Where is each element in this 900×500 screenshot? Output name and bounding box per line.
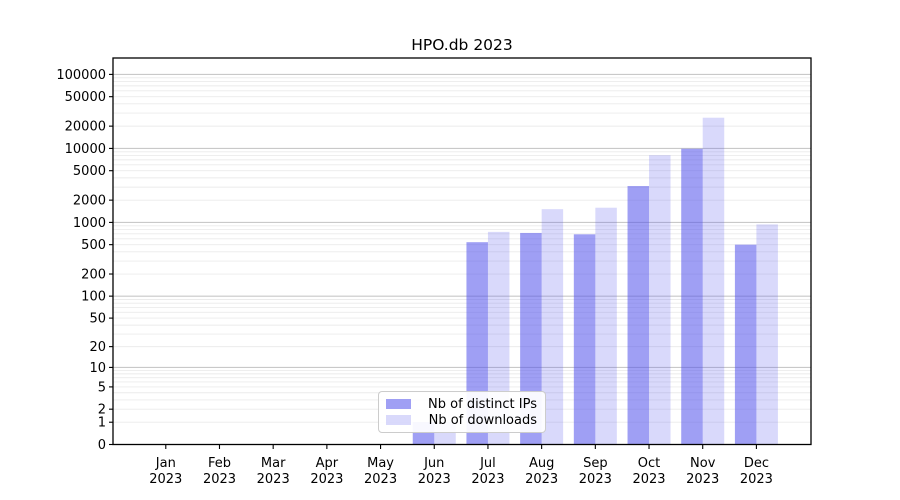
y-tick-label: 5000 [73,164,106,179]
bar-distinct-ips-Dec-2023 [734,244,757,445]
x-tick-label-year: 2023 [525,472,558,487]
x-tick-label-year: 2023 [686,472,719,487]
y-tick-label: 2000 [73,194,106,209]
bar-downloads-Oct-2023 [649,155,671,445]
legend-item-downloads: Nb of downloads [386,412,537,428]
x-tick-label-year: 2023 [418,472,451,487]
x-tick-label-year: 2023 [149,472,182,487]
y-tick-label: 500 [81,238,106,253]
x-tick-label-year: 2023 [579,472,612,487]
chart-title: HPO.db 2023 [411,36,513,54]
x-tick-label-year: 2023 [310,472,343,487]
bar-distinct-ips-Sep-2023 [573,234,596,445]
x-tick-label-year: 2023 [471,472,504,487]
y-tick-label: 2 [98,403,106,418]
x-tick-label-year: 2023 [203,472,236,487]
y-tick-label: 200 [81,268,106,283]
y-tick-label: 0 [98,438,106,453]
legend-label-downloads: Nb of downloads [428,412,537,428]
x-tick-label-month: Nov [690,456,716,471]
x-tick-label-year: 2023 [364,472,397,487]
x-tick-label-month: Sep [583,456,608,471]
y-tick-label: 20 [89,340,106,355]
plot-border [112,57,812,446]
x-tick-label-month: Jul [479,456,496,471]
bar-downloads-Aug-2023 [541,209,564,445]
y-tick-label: 5 [98,380,106,395]
x-tick-label-month: Apr [316,456,339,471]
x-tick-label-year: 2023 [257,472,290,487]
y-tick-label: 50 [89,312,106,327]
bar-distinct-ips-Nov-2023 [681,148,703,445]
legend: Nb of distinct IPs Nb of downloads [378,391,546,433]
x-tick-label-year: 2023 [740,472,773,487]
legend-swatch-downloads [386,415,411,425]
x-tick-label-month: Mar [261,456,286,471]
y-tick-label: 10000 [65,142,106,157]
x-tick-label-month: Feb [208,456,231,471]
x-tick-label-year: 2023 [632,472,665,487]
bar-downloads-Dec-2023 [756,224,778,445]
x-tick-label-month: Dec [744,456,769,471]
bar-downloads-Nov-2023 [702,117,725,445]
y-tick-label: 20000 [65,120,106,135]
x-tick-label-month: Jan [155,456,176,471]
legend-item-distinct-ips: Nb of distinct IPs [386,396,537,412]
legend-swatch-distinct-ips [386,399,411,409]
x-tick-label-month: Oct [638,456,660,471]
x-tick-label-month: Aug [529,456,554,471]
legend-label-distinct-ips: Nb of distinct IPs [428,396,537,412]
y-tick-label: 1 [98,416,106,431]
bar-distinct-ips-Oct-2023 [627,186,650,445]
x-tick-label-month: May [367,456,394,471]
y-tick-label: 10 [89,361,106,376]
y-tick-label: 50000 [65,90,106,105]
bar-downloads-Sep-2023 [595,207,617,445]
x-tick-label-month: Jun [423,456,444,471]
y-tick-label: 100000 [56,68,106,83]
y-tick-label: 1000 [73,216,106,231]
y-tick-label: 100 [81,290,106,305]
